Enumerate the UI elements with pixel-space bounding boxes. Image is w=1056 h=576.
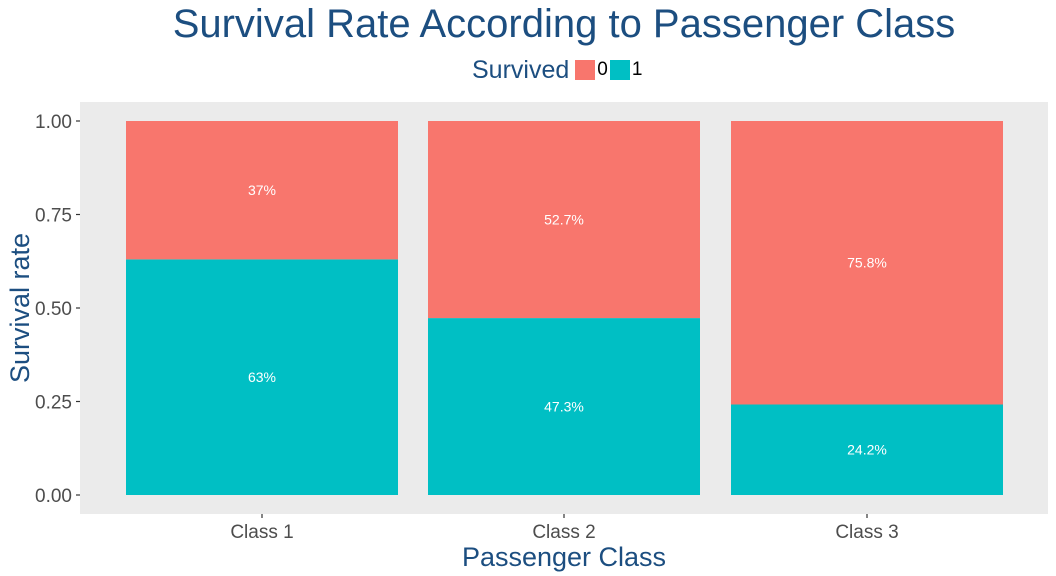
x-tick-label: Class 3 <box>835 522 898 543</box>
data-label: 37% <box>248 182 276 198</box>
legend-item-0: 0 <box>575 59 608 81</box>
data-label: 47.3% <box>544 399 584 415</box>
bar-segment-1 <box>126 259 398 495</box>
x-axis-label: Passenger Class <box>462 542 666 572</box>
legend: Survived 0 1 <box>472 54 644 86</box>
y-tick-label: 0.00 <box>35 486 72 507</box>
bar-segment-0 <box>428 121 700 319</box>
data-label: 63% <box>248 369 276 385</box>
legend-key-1 <box>609 60 630 80</box>
bars: 63% 37% 47.3% 52.7% 24.2% 75.8% <box>126 121 1003 495</box>
y-tick-label: 0.75 <box>35 206 72 227</box>
x-tick-label: Class 1 <box>230 522 293 543</box>
y-tick-label: 0.50 <box>35 299 72 320</box>
legend-item-1: 1 <box>609 59 643 81</box>
data-label: 75.8% <box>847 255 887 271</box>
y-tick-label: 0.25 <box>35 393 72 414</box>
y-axis: 0.00 0.25 0.50 0.75 1.00 <box>35 112 80 507</box>
legend-key-0 <box>575 60 596 80</box>
bar-segment-1 <box>731 404 1003 495</box>
data-label: 24.2% <box>847 442 887 458</box>
x-tick-label: Class 2 <box>532 522 595 543</box>
data-label: 52.7% <box>544 212 584 228</box>
chart-title: Survival Rate According to Passenger Cla… <box>172 2 956 46</box>
y-axis-label: Survival rate <box>5 233 35 383</box>
x-axis: Class 1 Class 2 Class 3 <box>230 514 899 543</box>
legend-label-1: 1 <box>631 59 643 80</box>
bar-segment-0 <box>731 121 1003 405</box>
y-tick-label: 1.00 <box>35 112 72 133</box>
bar-segment-0 <box>126 121 398 260</box>
bar-segment-1 <box>428 318 700 495</box>
legend-label-0: 0 <box>597 59 608 80</box>
legend-title: Survived <box>472 55 570 84</box>
